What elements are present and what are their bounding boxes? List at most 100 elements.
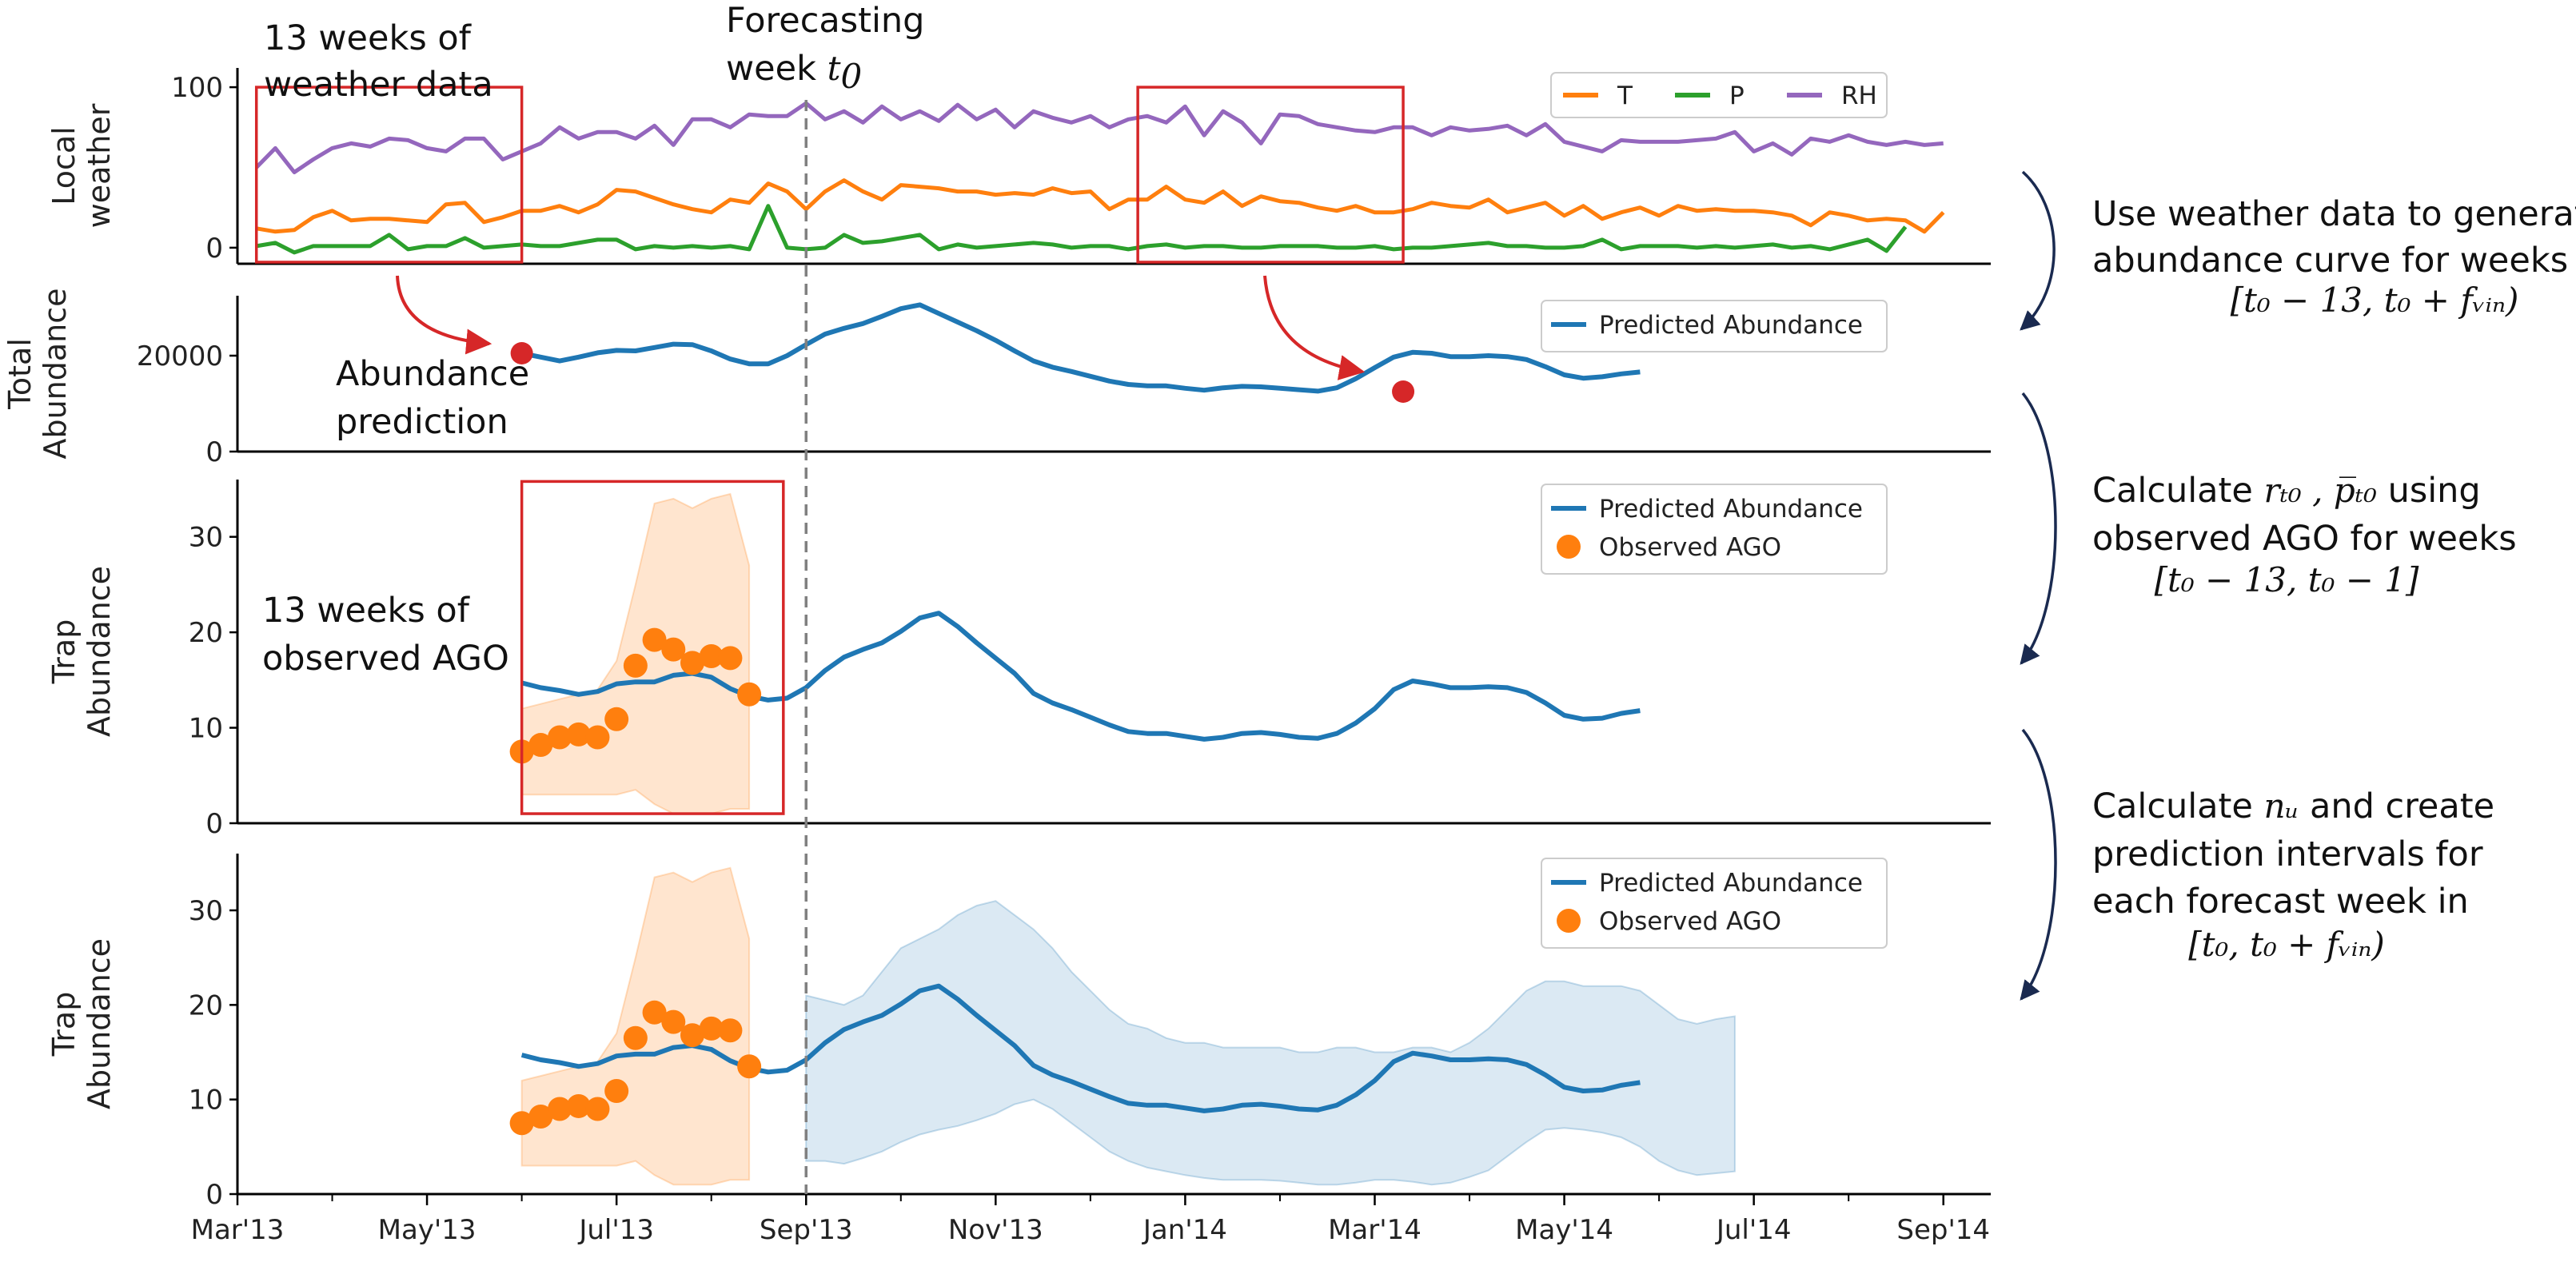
observed-ago-point	[699, 643, 724, 668]
y-axis-label-line2: Abundance	[82, 566, 117, 737]
abundance-arrow-1	[396, 275, 492, 355]
observed-ago-point	[642, 1000, 667, 1025]
predicted-abundance-line	[521, 302, 1641, 394]
observed-ago-point	[661, 637, 686, 662]
observed-ago-point	[661, 1009, 686, 1034]
predicted-abundance-line	[520, 611, 1641, 742]
step2-arrow	[2020, 392, 2057, 665]
observed-ago-point	[737, 682, 762, 707]
y-axis-label-line1: Trap	[46, 992, 82, 1057]
y-tick-label: 20000	[137, 340, 223, 372]
y-tick-label: 0	[205, 808, 223, 840]
y-tick-label: 0	[205, 233, 223, 265]
x-tick-label: Mar'14	[1328, 1214, 1422, 1246]
y-tick-label: 0	[205, 1179, 223, 1211]
x-tick-label: Sep'13	[760, 1214, 853, 1246]
x-tick-label: Jan'14	[1142, 1214, 1227, 1246]
step1-line2: abundance curve for weeks	[2092, 241, 2568, 281]
abundance-label-line1: Abundance	[336, 354, 529, 394]
legend-label-observed: Observed AGO	[1599, 907, 1781, 936]
y-tick-label: 30	[189, 522, 223, 554]
y-axis-label-line2: weather	[82, 103, 117, 228]
y-tick-label: 10	[189, 1085, 223, 1117]
y-axis-label-line1: Local	[46, 126, 82, 205]
legend-frame	[1541, 484, 1888, 575]
ago-label-line1: 13 weeks of	[262, 591, 470, 631]
ago-window-box	[520, 480, 785, 815]
observed-ago-point	[718, 646, 743, 671]
observed-ago-point	[585, 725, 610, 750]
x-tick-label: May'13	[378, 1214, 477, 1246]
observed-ago-point	[680, 651, 704, 675]
legend-label-predicted: Predicted Abundance	[1599, 869, 1863, 898]
forecast-label: Forecasting	[726, 1, 924, 41]
observed-ago-point	[623, 1025, 648, 1050]
x-tick-label: Jul'14	[1715, 1214, 1792, 1246]
step2-line2: observed AGO for weeks	[2092, 519, 2517, 559]
legend-label-t: T	[1617, 82, 1633, 110]
observed-ago-point	[585, 1097, 610, 1121]
legend-marker-observed	[1557, 909, 1581, 933]
legend-frame	[1541, 858, 1888, 949]
panel-trap1: 0 10 20 30 Trap Abundance Predicted Abundance O…	[46, 480, 1991, 840]
observed-ago-point	[566, 722, 591, 747]
time-axis: Mar'13 May'13 Jul'13 Sep'13 Nov'13 Jan'14 Mar'…	[191, 1194, 1990, 1246]
weather-box-label-line2: weather data	[264, 65, 493, 105]
ago-label-line2: observed AGO	[262, 639, 509, 679]
weather-box-label-line1: 13 weeks of	[264, 18, 472, 58]
observed-ago-point	[699, 1016, 724, 1041]
observed-ago-point	[566, 1093, 591, 1118]
observed-ago-point	[548, 1097, 572, 1121]
series-t-line	[256, 178, 1945, 234]
y-axis-label-line1: Trap	[46, 619, 82, 685]
abundance-prediction-point-1	[510, 342, 533, 364]
legend-label-rh: RH	[1841, 82, 1877, 110]
x-tick-label: Sep'14	[1896, 1214, 1990, 1246]
legend-label-predicted: Predicted Abundance	[1599, 311, 1863, 340]
observed-ago-point	[604, 707, 629, 731]
observed-ago-point	[528, 733, 553, 758]
abundance-label-line2: prediction	[336, 402, 508, 442]
observed-ago-point	[680, 1023, 704, 1048]
y-tick-label: 10	[189, 713, 223, 745]
predicted-abundance-line	[520, 983, 1641, 1113]
step2-interval: [t₀ − 13, t₀ − 1]	[2155, 560, 2419, 599]
prediction-interval-band	[805, 900, 1736, 1186]
abundance-arrow-2	[1263, 275, 1366, 380]
annotations: 13 weeks of weather data Forecasting wee…	[262, 1, 2576, 964]
step2-line1: Calculate rₜ₀ , p̅ₜ₀ using	[2092, 471, 2481, 511]
observed-ago-point	[528, 1104, 553, 1129]
weather-window-box-2	[1136, 86, 1405, 264]
legend-frame	[1541, 300, 1888, 352]
step3-arrow	[2020, 728, 2057, 1001]
step3-line2: prediction intervals for	[2092, 834, 2483, 874]
observed-ago-point	[509, 1111, 534, 1136]
observed-ago-point	[604, 1079, 629, 1104]
y-tick-label: 20	[189, 989, 223, 1021]
y-tick-label: 0	[205, 436, 223, 468]
legend-frame	[1550, 72, 1888, 118]
y-axis-label-line2: Abundance	[38, 288, 73, 459]
observed-ago-point	[642, 627, 667, 652]
y-axis-label-line1: Total	[2, 338, 38, 410]
observed-ago-point	[737, 1054, 762, 1079]
legend-label-observed: Observed AGO	[1599, 533, 1781, 562]
abundance-prediction-point-2	[1392, 380, 1415, 403]
step1-math: [t₀ − 13, t₀ + fᵥᵢₙ)	[2231, 281, 2519, 320]
step1-arrow	[2020, 170, 2056, 331]
y-tick-label: 20	[189, 617, 223, 649]
panel-weather: 0 100 Local weather T P RH	[46, 68, 1991, 265]
series-rh-line	[254, 101, 1944, 174]
y-tick-label: 100	[171, 72, 223, 104]
step3-line3: each forecast week in	[2092, 882, 2469, 922]
step3-line1: Calculate nᵤ and create	[2092, 786, 2494, 826]
y-axis-label-line2: Abundance	[82, 938, 117, 1109]
observed-ago-point	[623, 653, 648, 678]
step1-line1: Use weather data to generate	[2092, 194, 2576, 234]
observed-ago-point	[548, 725, 572, 750]
x-tick-label: Mar'13	[191, 1214, 285, 1246]
legend-marker-observed	[1557, 535, 1581, 559]
step3-interval: [t₀, t₀ + fᵥᵢₙ)	[2188, 925, 2384, 964]
